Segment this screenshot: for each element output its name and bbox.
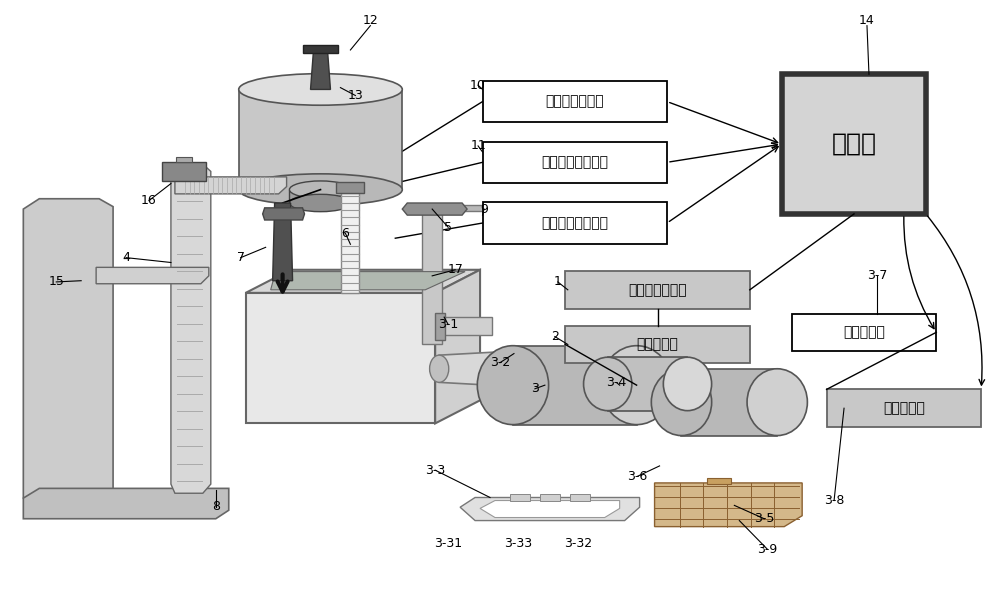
Text: 16: 16 [141,194,157,207]
Bar [483,81,667,122]
Polygon shape [289,190,352,203]
Polygon shape [540,495,560,501]
Text: 5: 5 [444,221,452,234]
Polygon shape [435,270,480,423]
Bar [483,142,667,183]
Polygon shape [402,203,467,215]
Polygon shape [23,489,229,518]
Ellipse shape [601,346,672,425]
Text: 3-8: 3-8 [824,494,844,507]
Text: 13: 13 [348,89,363,102]
Polygon shape [608,357,687,411]
Ellipse shape [663,357,712,411]
Text: 3-33: 3-33 [504,537,532,550]
Ellipse shape [430,355,449,382]
Polygon shape [271,271,465,290]
Polygon shape [239,90,402,190]
Ellipse shape [289,181,352,198]
Text: 振动信号采集电路: 振动信号采集电路 [541,216,608,230]
Ellipse shape [239,74,402,105]
Polygon shape [263,208,305,220]
Polygon shape [480,501,620,517]
Polygon shape [176,157,192,162]
Polygon shape [175,177,287,194]
Polygon shape [681,369,777,436]
Bar [483,203,667,243]
Text: 气压控制器: 气压控制器 [883,401,925,415]
Text: 计算机: 计算机 [832,132,877,156]
Text: 3-7: 3-7 [867,270,887,282]
Polygon shape [162,162,206,181]
Text: 变频信号发生器: 变频信号发生器 [628,283,687,297]
Text: 10: 10 [470,79,486,92]
Text: 3-9: 3-9 [757,543,777,556]
Text: 1: 1 [554,276,562,289]
Polygon shape [460,498,640,520]
Polygon shape [341,193,359,293]
Polygon shape [336,182,364,193]
Ellipse shape [747,369,807,436]
Polygon shape [303,45,338,53]
Polygon shape [435,313,445,340]
Text: 3-32: 3-32 [564,537,592,550]
Bar [782,74,926,214]
Text: 3-3: 3-3 [425,464,445,476]
Polygon shape [608,378,637,391]
Polygon shape [513,346,637,425]
Text: 3-5: 3-5 [754,512,774,525]
Ellipse shape [651,369,712,436]
Text: 4: 4 [122,251,130,264]
Ellipse shape [289,195,352,212]
Text: 3-2: 3-2 [490,356,510,369]
Polygon shape [655,483,802,526]
Polygon shape [246,293,435,423]
Polygon shape [424,205,485,211]
Polygon shape [422,209,442,345]
Text: 8: 8 [212,500,220,513]
Bar [565,326,750,364]
Text: 14: 14 [859,14,875,27]
Text: 压力记录仪: 压力记录仪 [843,325,885,339]
Polygon shape [437,317,492,336]
Polygon shape [246,270,480,293]
Bar [565,271,750,309]
Text: 11: 11 [470,140,486,152]
Ellipse shape [477,346,549,425]
Text: 3-1: 3-1 [438,318,458,331]
Text: 9: 9 [480,203,488,215]
Polygon shape [570,495,590,501]
Polygon shape [439,350,545,388]
Polygon shape [273,203,293,281]
Text: 15: 15 [48,276,64,289]
Ellipse shape [239,174,402,206]
Polygon shape [171,164,211,493]
Polygon shape [96,267,209,284]
Bar [827,389,981,427]
Text: 信号放大器: 信号放大器 [637,337,678,351]
Text: 7: 7 [237,251,245,264]
Text: 6: 6 [341,227,349,240]
Text: 17: 17 [447,264,463,276]
Bar [792,314,936,351]
Text: 3-31: 3-31 [434,537,462,550]
Text: 声信号采集电路: 声信号采集电路 [545,95,604,109]
Text: 12: 12 [362,14,378,27]
Text: 2: 2 [551,330,559,343]
Text: 3-6: 3-6 [627,470,648,483]
Text: 3: 3 [531,382,539,395]
Polygon shape [311,50,330,90]
Ellipse shape [584,357,632,411]
Polygon shape [510,495,530,501]
Text: 3-4: 3-4 [607,376,627,389]
Polygon shape [707,478,731,484]
Text: 温度信号采集电路: 温度信号采集电路 [541,156,608,170]
Polygon shape [681,379,687,406]
Polygon shape [23,199,113,508]
